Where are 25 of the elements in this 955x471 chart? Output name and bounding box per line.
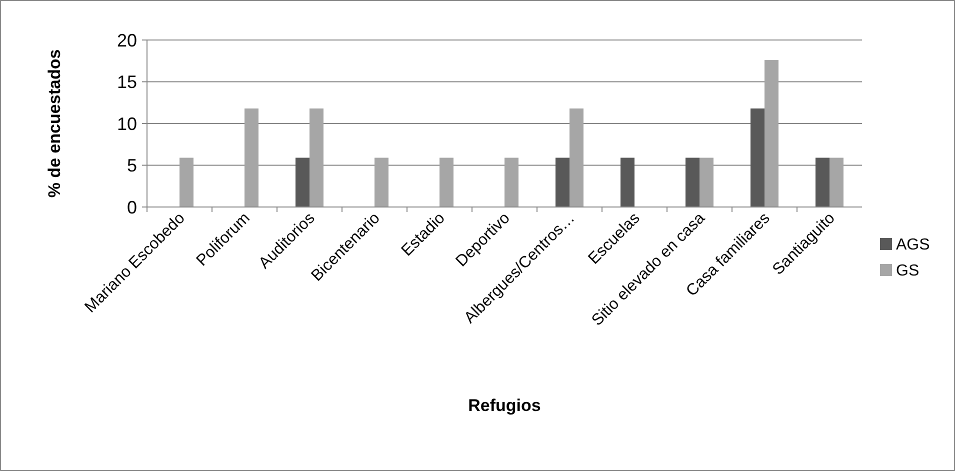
bar — [750, 108, 764, 207]
bar — [620, 158, 634, 207]
y-tick-label: 20 — [116, 30, 137, 50]
bar — [830, 158, 844, 207]
bar — [570, 108, 584, 207]
bar — [374, 158, 388, 207]
bar — [700, 158, 714, 207]
x-axis-title: Refugios — [468, 396, 541, 415]
bar — [180, 158, 194, 207]
bar — [296, 158, 310, 207]
legend-label: GS — [896, 262, 920, 280]
y-tick-label: 5 — [126, 156, 137, 176]
legend-label: AGS — [896, 236, 930, 254]
bar — [310, 108, 324, 207]
y-tick-label: 0 — [126, 197, 137, 218]
bar — [764, 60, 778, 207]
bar — [504, 158, 518, 207]
bar — [686, 158, 700, 207]
bar — [244, 108, 258, 207]
y-tick-label: 10 — [116, 114, 137, 134]
bar — [556, 158, 570, 207]
bar — [440, 158, 454, 207]
bar — [816, 158, 830, 207]
y-axis-title: % de encuestados — [45, 49, 64, 198]
y-tick-label: 15 — [116, 72, 137, 92]
